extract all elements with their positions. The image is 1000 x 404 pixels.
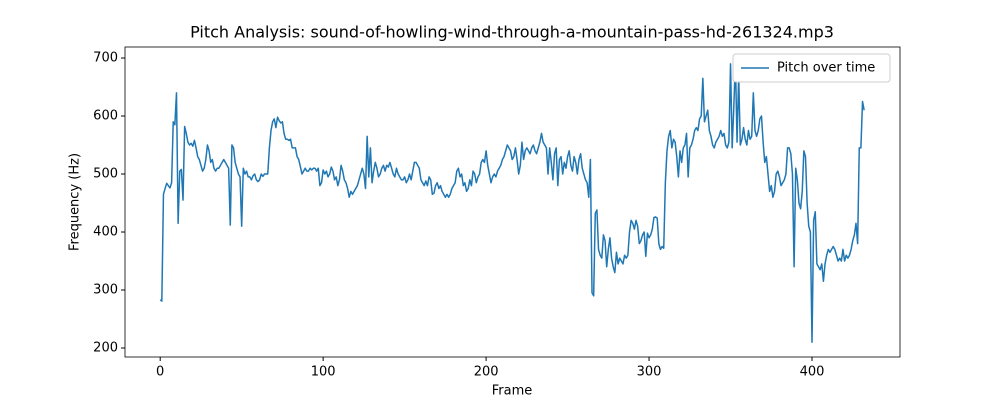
- x-tick-label: 400: [800, 365, 825, 380]
- line-series: [159, 60, 865, 343]
- y-tick-label: 600: [93, 109, 118, 124]
- legend-box: [732, 53, 891, 83]
- plot-frame: [124, 46, 901, 358]
- y-tick-label: 500: [93, 167, 118, 182]
- y-axis-label: Frequency (Hz): [68, 153, 83, 251]
- x-tick-label: 0: [156, 365, 164, 380]
- y-tick-label: 300: [93, 283, 118, 298]
- y-tick-label: 700: [93, 51, 118, 66]
- legend-label: Pitch over time: [777, 61, 875, 76]
- x-tick-label: 300: [637, 365, 662, 380]
- y-tick-label: 400: [93, 225, 118, 240]
- y-tick-label: 200: [93, 341, 118, 356]
- x-tick-label: 100: [311, 365, 336, 380]
- legend: Pitch over time: [732, 53, 891, 83]
- x-tick-label: 200: [474, 365, 499, 380]
- x-axis-label: Frame: [492, 384, 533, 399]
- chart-title: Pitch Analysis: sound-of-howling-wind-th…: [190, 23, 834, 42]
